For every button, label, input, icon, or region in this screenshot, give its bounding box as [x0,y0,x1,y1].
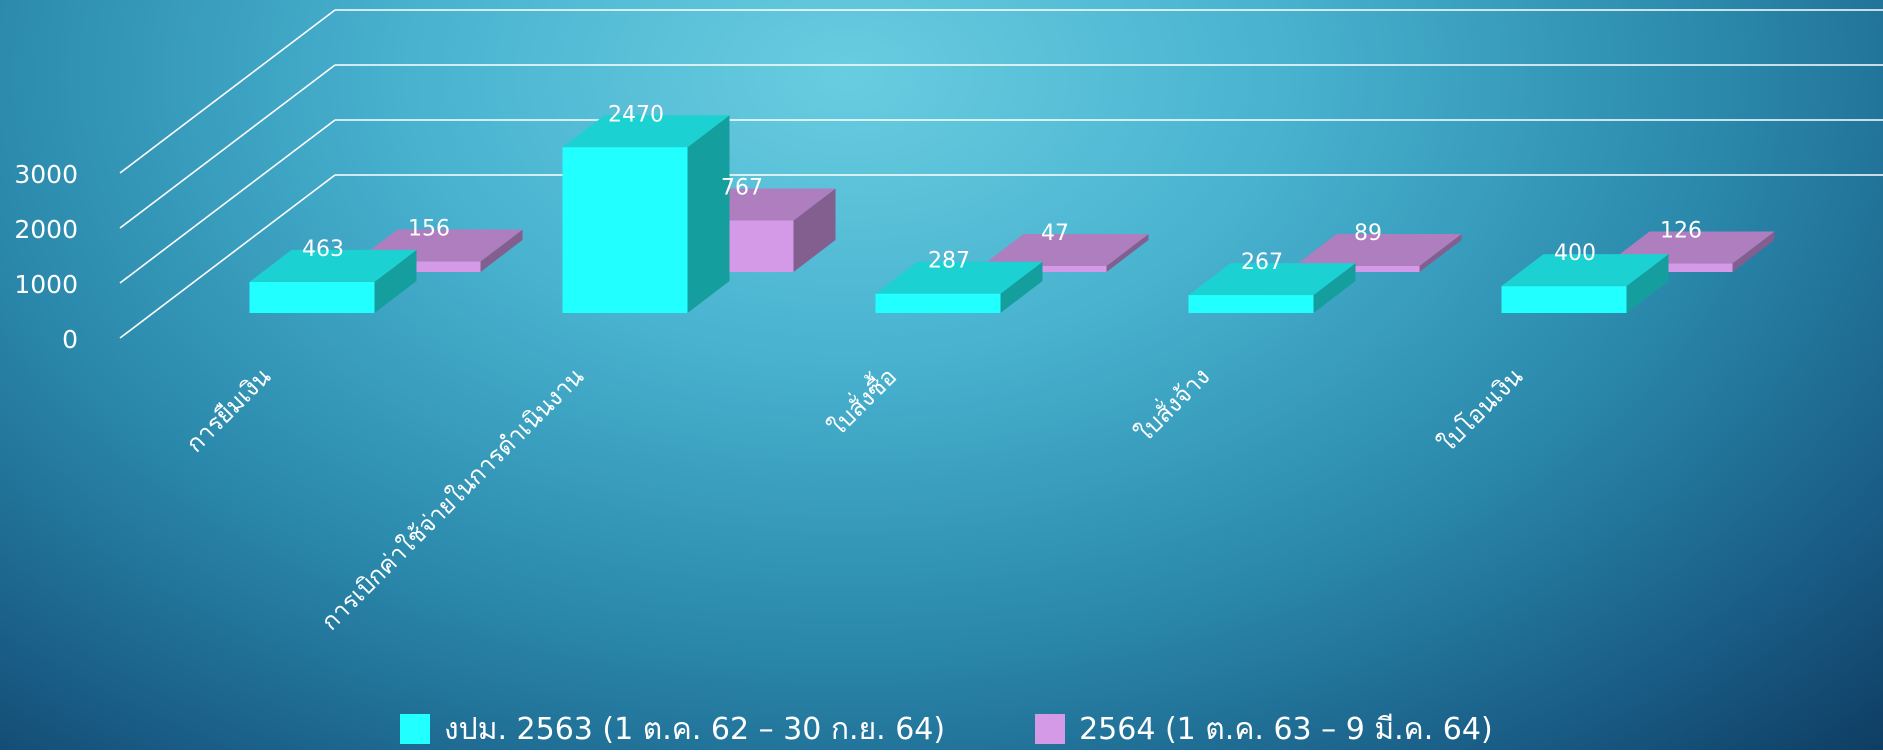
legend-swatch-2564 [1035,714,1066,744]
bars [249,115,1775,313]
bar-2563 [875,261,1043,313]
gridline-depth [119,119,336,284]
legend-item-2564: 2564 (1 ต.ค. 63 – 9 มี.ค. 64) [1035,706,1493,753]
value-label-2563: 400 [1554,241,1596,266]
legend-label-2564: 2564 (1 ต.ค. 63 – 9 มี.ค. 64) [1079,711,1493,747]
legend-swatch-2563 [400,714,430,744]
bar-2563 [562,115,730,313]
value-label-2563: 463 [302,237,344,262]
value-label-2563: 2470 [608,102,664,127]
legend-item-2563: งปม. 2563 (1 ต.ค. 62 – 30 ก.ย. 64) [400,706,945,753]
bar-2564 [981,234,1149,272]
category-label: ใบโอนเงิน [1433,362,1528,457]
category-label: ใบสั่งจ้าง [1128,360,1215,447]
gridline-depth [119,174,336,339]
y-tick-label: 1000 [14,270,78,299]
value-label-2564: 89 [1354,221,1382,246]
bar-chart-3d: 0 1000 2000 3000 156 463 การยืมเงิน 767 2470 การ… [14,9,1775,636]
bar-2563 [1501,254,1669,313]
value-label-2563: 287 [928,249,970,274]
bar-2563 [249,249,417,313]
y-tick-label: 0 [62,325,78,354]
value-label-2564: 126 [1660,219,1702,244]
y-tick-label: 3000 [14,160,78,189]
y-tick-label: 2000 [14,215,78,244]
bar-2564 [1294,234,1462,272]
bar-2563 [1188,263,1356,313]
gridline-depth [119,9,336,174]
category-label: การเบิกค่าใช้จ่ายในการดำเนินงาน [316,362,589,635]
value-label-2564: 47 [1041,221,1069,246]
gridline-depth [119,64,336,229]
labels: 156 463 การยืมเงิน 767 2470 การเบิกค่าใช้จ่าย… [181,102,1702,636]
category-label: การยืมเงิน [181,362,277,458]
value-label-2563: 267 [1241,250,1283,275]
value-label-2564: 156 [408,217,450,242]
y-axis-ticks: 0 1000 2000 3000 [14,160,78,354]
value-label-2564: 767 [721,176,763,201]
legend-label-2563: งปม. 2563 (1 ต.ค. 62 – 30 ก.ย. 64) [444,711,946,747]
legend: งปม. 2563 (1 ต.ค. 62 – 30 ก.ย. 64) 2564 … [400,708,1493,750]
category-label: ใบสั่งซื้อ [820,360,902,442]
